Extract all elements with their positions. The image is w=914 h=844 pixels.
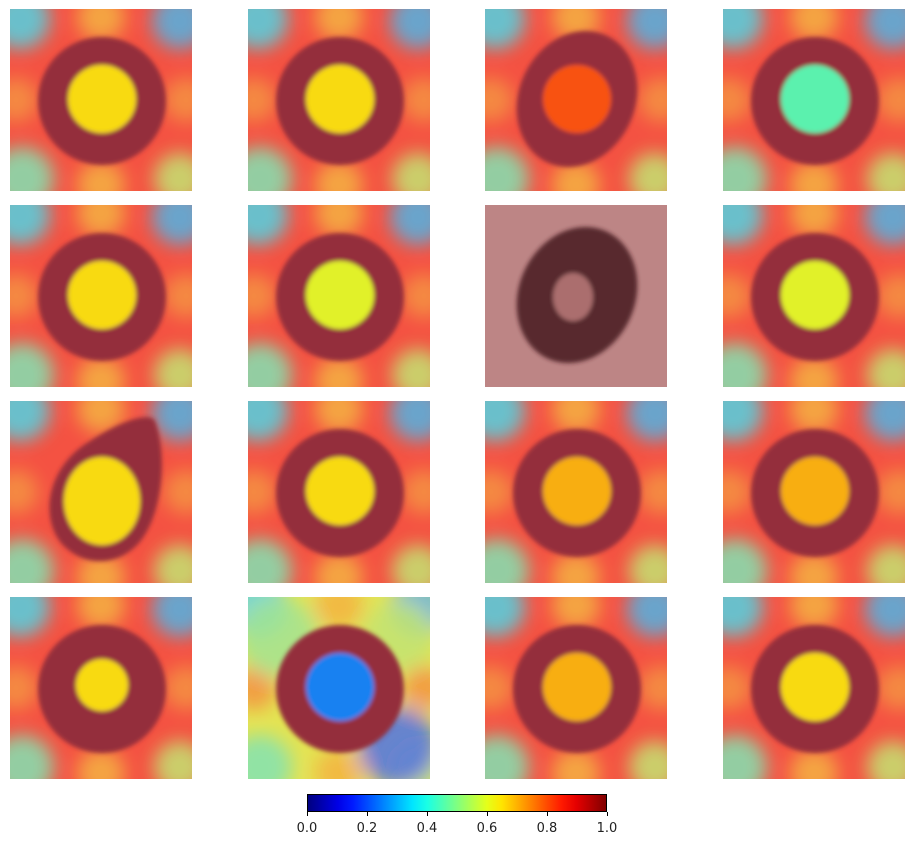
colorbar-ticks: 0.0 0.2 0.4 0.6 0.8 1.0 (0, 812, 914, 844)
heatmap-panel-image (485, 205, 667, 387)
colorbar-tick-label: 0.6 (476, 821, 498, 836)
heatmap-panel-image (248, 9, 430, 191)
heatmap-panel (485, 205, 667, 387)
colorbar-tick-label: 1.0 (596, 821, 618, 836)
heatmap-panel (248, 401, 430, 583)
heatmap-panel (248, 9, 430, 191)
heatmap-panel-image (10, 597, 192, 779)
heatmap-panel (723, 401, 905, 583)
heatmap-panel (723, 205, 905, 387)
heatmap-panel (723, 9, 905, 191)
gradcam-panel-grid (10, 9, 905, 779)
heatmap-panel-image (485, 401, 667, 583)
heatmap-panel-image (723, 597, 905, 779)
heatmap-panel (485, 9, 667, 191)
heatmap-panel (248, 597, 430, 779)
heatmap-panel-image (10, 9, 192, 191)
heatmap-panel-image (248, 205, 430, 387)
colorbar-tick-mark (606, 812, 608, 816)
heatmap-panel (10, 205, 192, 387)
colorbar-tick-mark (486, 812, 488, 816)
heatmap-panel (723, 597, 905, 779)
colorbar (307, 794, 607, 812)
heatmap-panel-image (723, 401, 905, 583)
heatmap-panel (485, 597, 667, 779)
colorbar-tick-mark (306, 812, 308, 816)
heatmap-panel-image (248, 597, 430, 779)
colorbar-tick-label: 0.0 (296, 821, 318, 836)
heatmap-panel (248, 205, 430, 387)
colorbar-tick-mark (426, 812, 428, 816)
colorbar-tick-label: 0.4 (416, 821, 438, 836)
heatmap-panel (485, 401, 667, 583)
heatmap-panel-image (485, 9, 667, 191)
heatmap-panel-image (10, 401, 192, 583)
heatmap-panel-image (723, 9, 905, 191)
heatmap-panel (10, 597, 192, 779)
colorbar-tick-mark (366, 812, 368, 816)
colorbar-tick-mark (546, 812, 548, 816)
heatmap-panel-image (485, 597, 667, 779)
heatmap-panel-image (723, 205, 905, 387)
heatmap-panel-image (10, 205, 192, 387)
heatmap-panel (10, 9, 192, 191)
heatmap-panel (10, 401, 192, 583)
heatmap-panel-image (248, 401, 430, 583)
colorbar-tick-label: 0.8 (536, 821, 558, 836)
colorbar-tick-label: 0.2 (356, 821, 378, 836)
